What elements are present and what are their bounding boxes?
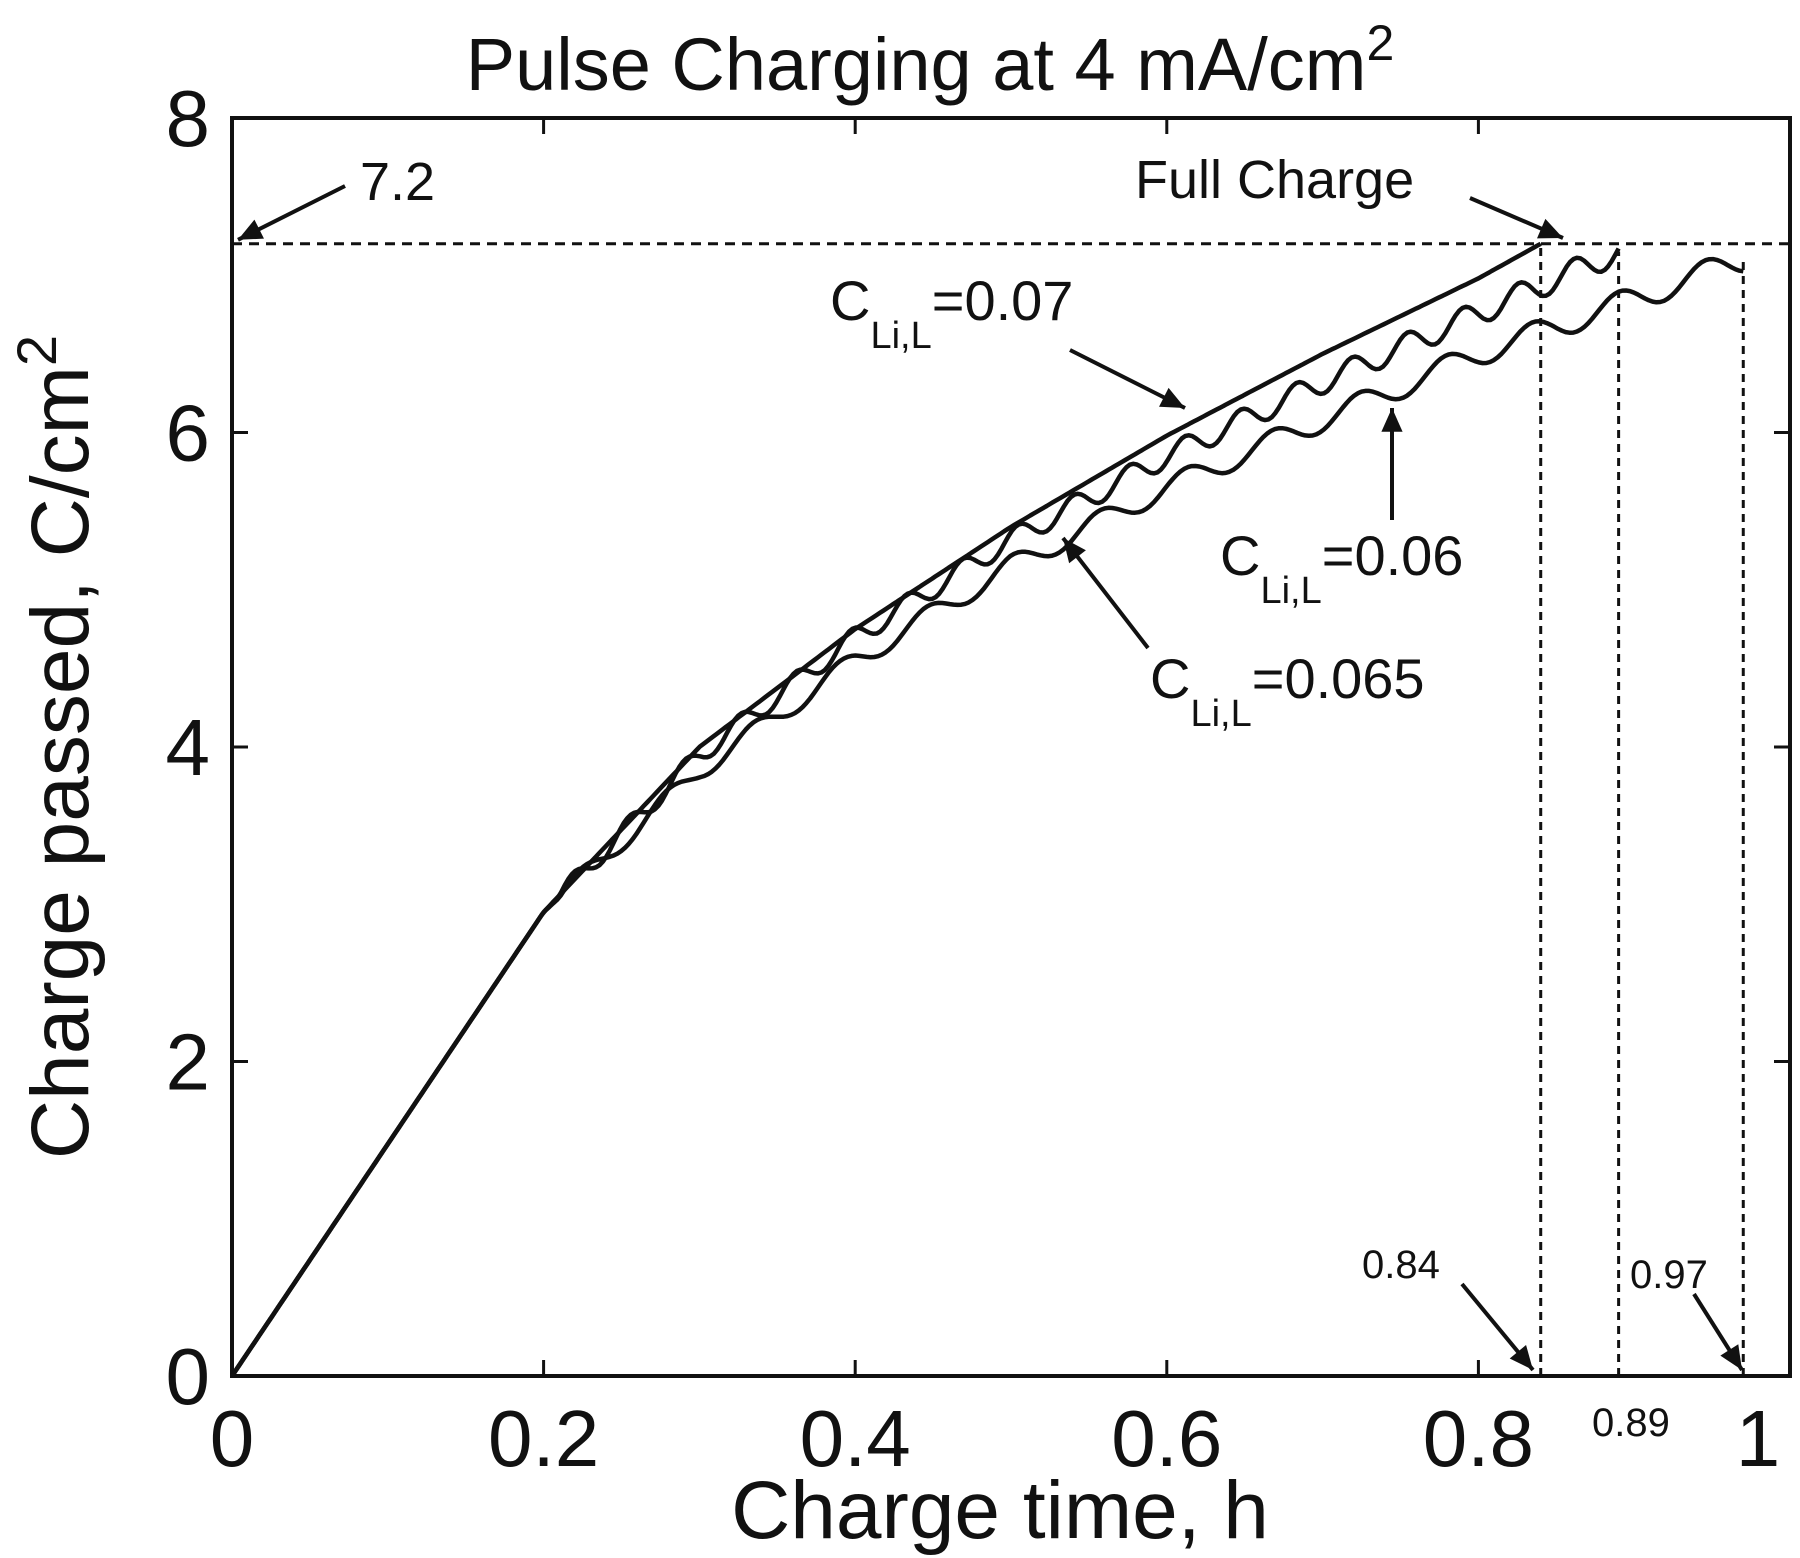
y-tick-label: 0	[166, 1332, 211, 1421]
marker-label-0-89: 0.89	[1592, 1401, 1670, 1445]
marker-label-0-97-arrow	[1692, 1292, 1744, 1372]
series-line-1	[230, 241, 1542, 1378]
arrow-head	[1720, 1344, 1742, 1370]
plot-area: 0 0.2 0.4 0.6 0.8 1 0 2 4 6 8 7.2 Full Charge CLi,L=…	[166, 74, 1792, 1483]
full-charge-label: Full Charge	[1135, 150, 1414, 210]
reference-value-label: 7.2	[360, 152, 435, 212]
arrow-head	[1509, 1344, 1533, 1370]
series-line-2	[230, 247, 1621, 1378]
y-axis-label: Charge passed, C/cm2	[5, 335, 106, 1159]
arrow-head	[1537, 218, 1563, 239]
marker-label-0-84-arrow	[1460, 1282, 1535, 1372]
full-charge-arrow	[1469, 196, 1564, 240]
x-tick-label: 0.2	[488, 1394, 599, 1483]
y-tick-label: 8	[166, 74, 211, 163]
series-layer	[230, 241, 1744, 1378]
x-tick-label: 1	[1736, 1394, 1781, 1483]
series-label-3-arrow	[1381, 408, 1403, 520]
series-label-1-arrow	[1069, 348, 1186, 410]
series-label-2-arrow	[1061, 536, 1150, 650]
x-tick-label: 0.4	[800, 1394, 911, 1483]
arrow-head	[238, 219, 264, 240]
reference-lines	[232, 242, 1790, 1376]
x-tick-label: 0	[210, 1394, 255, 1483]
arrow-head	[1381, 408, 1403, 432]
axis-ticks: 0 0.2 0.4 0.6 0.8 1 0 2 4 6 8	[166, 74, 1792, 1483]
arrow-head	[1159, 387, 1185, 408]
chart-title: Pulse Charging at 4 mA/cm2	[466, 15, 1395, 106]
y-tick-label: 6	[166, 389, 211, 478]
annotations: 7.2 Full Charge CLi,L=0.07 CLi,L=0.06 CLi,L=…	[237, 150, 1744, 1445]
series-label-1: CLi,L=0.07	[830, 269, 1073, 357]
series-label-2: CLi,L=0.065	[1150, 647, 1425, 735]
arrow-head	[1063, 538, 1086, 564]
x-tick-label: 0.8	[1423, 1394, 1534, 1483]
x-tick-label: 0.6	[1111, 1394, 1222, 1483]
series-label-3: CLi,L=0.06	[1220, 524, 1463, 612]
chart-title-superscript: 2	[1366, 15, 1394, 71]
marker-label-0-97: 0.97	[1630, 1253, 1708, 1297]
x-axis-label: Charge time, h	[731, 1465, 1269, 1556]
series-line-3	[230, 256, 1744, 1378]
y-axis-label-superscript: 2	[5, 335, 68, 366]
y-tick-label: 2	[166, 1018, 211, 1107]
reference-value-arrow	[237, 184, 346, 242]
marker-label-0-84: 0.84	[1362, 1243, 1440, 1287]
y-tick-label: 4	[166, 703, 211, 792]
